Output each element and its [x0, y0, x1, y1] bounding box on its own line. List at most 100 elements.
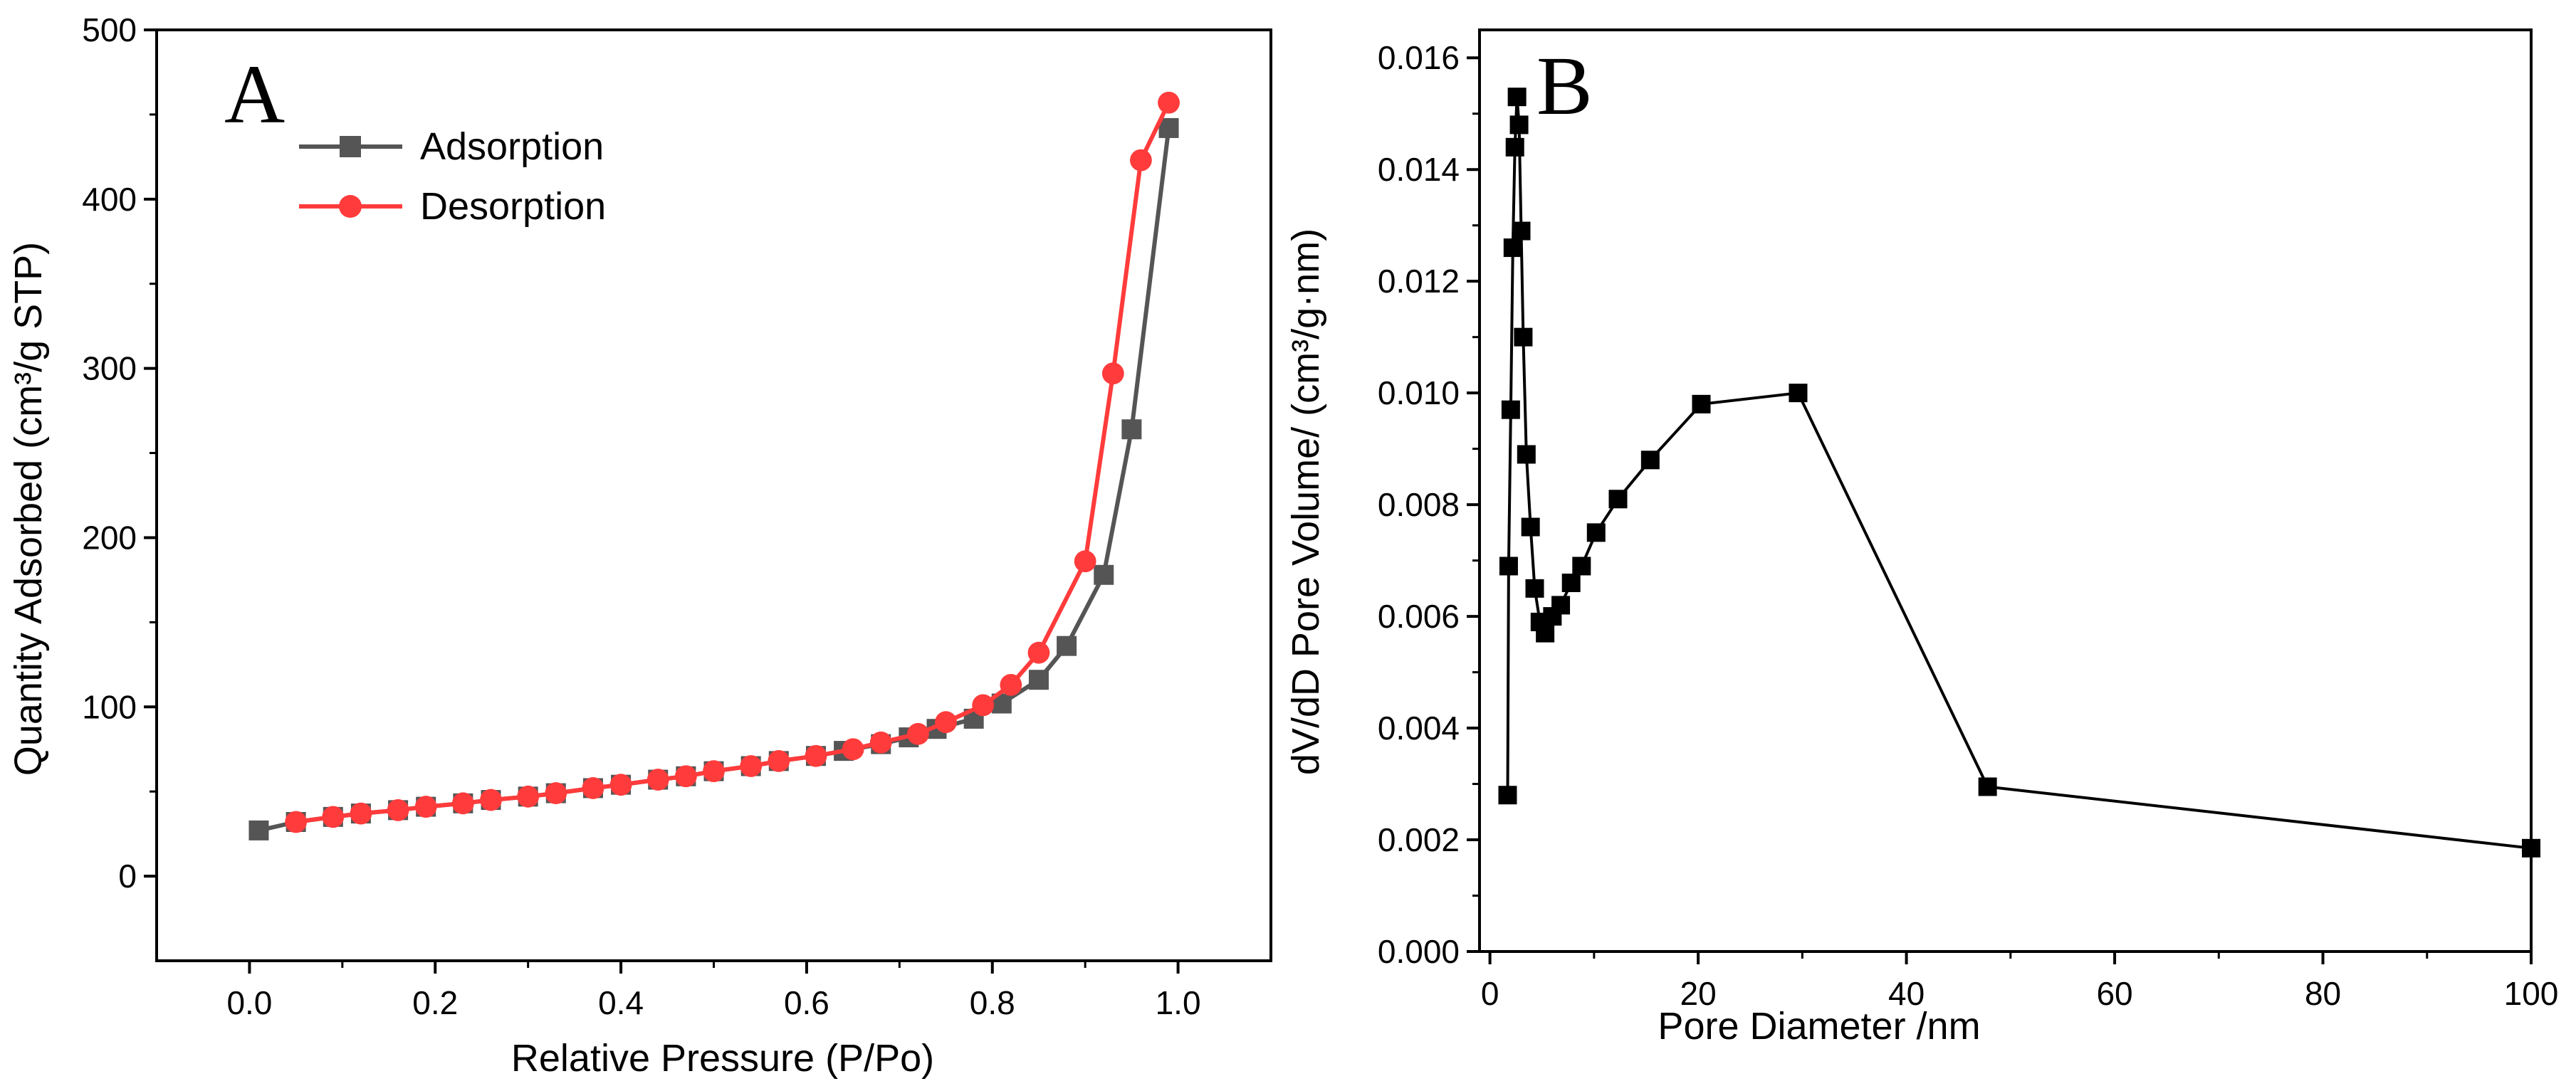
data-point-dv-dd — [1509, 115, 1529, 135]
data-point-desorption — [972, 694, 995, 717]
data-point-dv-dd — [1512, 221, 1531, 241]
data-point-dv-dd — [1536, 623, 1555, 643]
panel-b-axes — [1478, 28, 2533, 953]
data-point-desorption — [805, 744, 827, 767]
y-tick-label: 500 — [82, 11, 137, 48]
data-point-dv-dd — [1498, 786, 1517, 805]
panel-b-letter: B — [1536, 39, 1593, 132]
data-point-adsorption — [248, 820, 269, 840]
x-tick-label: 20 — [1680, 975, 1717, 1012]
data-point-dv-dd — [1692, 394, 1711, 413]
data-point-dv-dd — [1501, 400, 1520, 419]
y-tick-label: 100 — [82, 688, 137, 725]
data-point-desorption — [646, 769, 669, 791]
data-point-dv-dd — [1505, 137, 1524, 157]
data-point-desorption — [517, 785, 540, 808]
data-point-adsorption — [1121, 419, 1142, 440]
y-tick-label: 0.014 — [1378, 151, 1460, 188]
data-point-dv-dd — [1572, 557, 1591, 576]
x-tick-label: 0.6 — [784, 984, 829, 1021]
data-point-desorption — [480, 789, 502, 811]
data-point-adsorption — [1057, 636, 1077, 656]
data-point-desorption — [1027, 641, 1050, 664]
x-tick-label: 0.2 — [412, 984, 458, 1021]
legend-marker-desorption — [339, 195, 362, 218]
legend-label-adsorption: Adsorption — [420, 125, 604, 168]
data-point-desorption — [451, 792, 474, 815]
x-tick-label: 0.8 — [970, 984, 1015, 1021]
data-point-desorption — [322, 806, 345, 828]
data-point-adsorption — [1158, 117, 1179, 138]
data-point-desorption — [1130, 149, 1152, 172]
x-tick-label: 0.0 — [226, 984, 272, 1021]
panel-b-series — [1498, 88, 2540, 858]
panel-a-x-axis-label: Relative Pressure (P/Po) — [511, 1037, 934, 1080]
panel-a-y-axis-label: Quantity Adsorbed (cm³/g STP) — [7, 242, 50, 776]
data-point-dv-dd — [1561, 574, 1581, 592]
data-point-desorption — [609, 774, 632, 796]
y-tick-label: 0.010 — [1378, 374, 1460, 411]
panel-b-y-axis-label: dV/dD Pore Volume/ (cm³/g·nm) — [1284, 228, 1327, 775]
data-point-dv-dd — [2522, 838, 2540, 858]
panel-a: 0.0 0.2 0.4 0.6 0.8 1.0 0 100 200 300 400 500 Rela… — [7, 11, 1272, 1080]
panel-a-y-ticks: 0 100 200 300 400 500 — [82, 11, 157, 895]
x-tick-label: 0 — [1481, 975, 1499, 1012]
y-tick-label: 0.016 — [1378, 39, 1460, 76]
data-point-desorption — [740, 755, 763, 777]
data-point-desorption — [414, 796, 437, 818]
data-point-desorption — [674, 765, 697, 788]
data-point-desorption — [935, 711, 957, 734]
data-point-dv-dd — [1507, 88, 1527, 107]
y-tick-label: 0 — [118, 858, 137, 895]
data-point-desorption — [387, 799, 409, 821]
panel-b-y-ticks: 0.000 0.002 0.004 0.006 0.008 0.010 0.012 0.014… — [1378, 39, 1480, 970]
series-line-desorption — [295, 101, 1171, 824]
data-point-dv-dd — [1517, 445, 1536, 464]
data-point-dv-dd — [1608, 490, 1628, 509]
data-point-dv-dd — [1521, 517, 1540, 537]
data-point-desorption — [768, 749, 790, 772]
x-tick-label: 60 — [2096, 975, 2132, 1012]
data-point-desorption — [1158, 91, 1180, 114]
data-point-desorption — [907, 722, 929, 745]
y-tick-label: 300 — [82, 350, 137, 387]
data-point-adsorption — [1094, 564, 1114, 585]
plot-frame — [1478, 28, 2533, 953]
data-point-dv-dd — [1551, 596, 1571, 615]
data-point-dv-dd — [1525, 579, 1544, 598]
data-point-desorption — [582, 777, 604, 799]
data-point-dv-dd — [1586, 523, 1606, 542]
y-tick-label: 0.006 — [1378, 598, 1460, 635]
y-tick-label: 200 — [82, 519, 137, 556]
y-tick-label: 400 — [82, 181, 137, 218]
x-tick-label: 1.0 — [1156, 984, 1201, 1021]
panel-b-x-axis-label: Pore Diameter /nm — [1658, 1005, 1980, 1048]
panel-a-x-ticks: 0.0 0.2 0.4 0.6 0.8 1.0 — [226, 961, 1201, 1021]
legend-marker-adsorption — [340, 136, 361, 157]
data-point-dv-dd — [1499, 557, 1518, 576]
data-point-desorption — [869, 731, 892, 754]
data-point-dv-dd — [1789, 384, 1808, 403]
data-point-dv-dd — [1978, 777, 1997, 796]
data-point-adsorption — [1028, 670, 1049, 690]
data-point-desorption — [1101, 362, 1124, 385]
y-tick-label: 0.004 — [1378, 710, 1460, 747]
panel-a-letter: A — [224, 48, 285, 141]
legend-label-desorption: Desorption — [420, 185, 606, 228]
y-tick-label: 0.008 — [1378, 486, 1460, 523]
data-point-desorption — [1000, 673, 1022, 696]
series-line-dv-dd — [1506, 95, 2532, 850]
x-tick-label: 100 — [2504, 975, 2559, 1012]
y-tick-label: 0.002 — [1378, 821, 1460, 858]
panel-b: 0 20 40 60 80 100 0.000 0.002 0.004 0.006 0.008 0.… — [1284, 28, 2559, 1048]
data-point-desorption — [842, 738, 864, 761]
x-tick-label: 40 — [1888, 975, 1925, 1012]
x-tick-label: 80 — [2305, 975, 2341, 1012]
y-tick-label: 0.000 — [1378, 933, 1460, 970]
series-line-adsorption — [258, 127, 1171, 833]
data-point-desorption — [285, 811, 308, 833]
panel-b-x-ticks: 0 20 40 60 80 100 — [1481, 952, 2559, 1012]
data-point-desorption — [545, 782, 567, 804]
data-point-dv-dd — [1514, 327, 1533, 347]
